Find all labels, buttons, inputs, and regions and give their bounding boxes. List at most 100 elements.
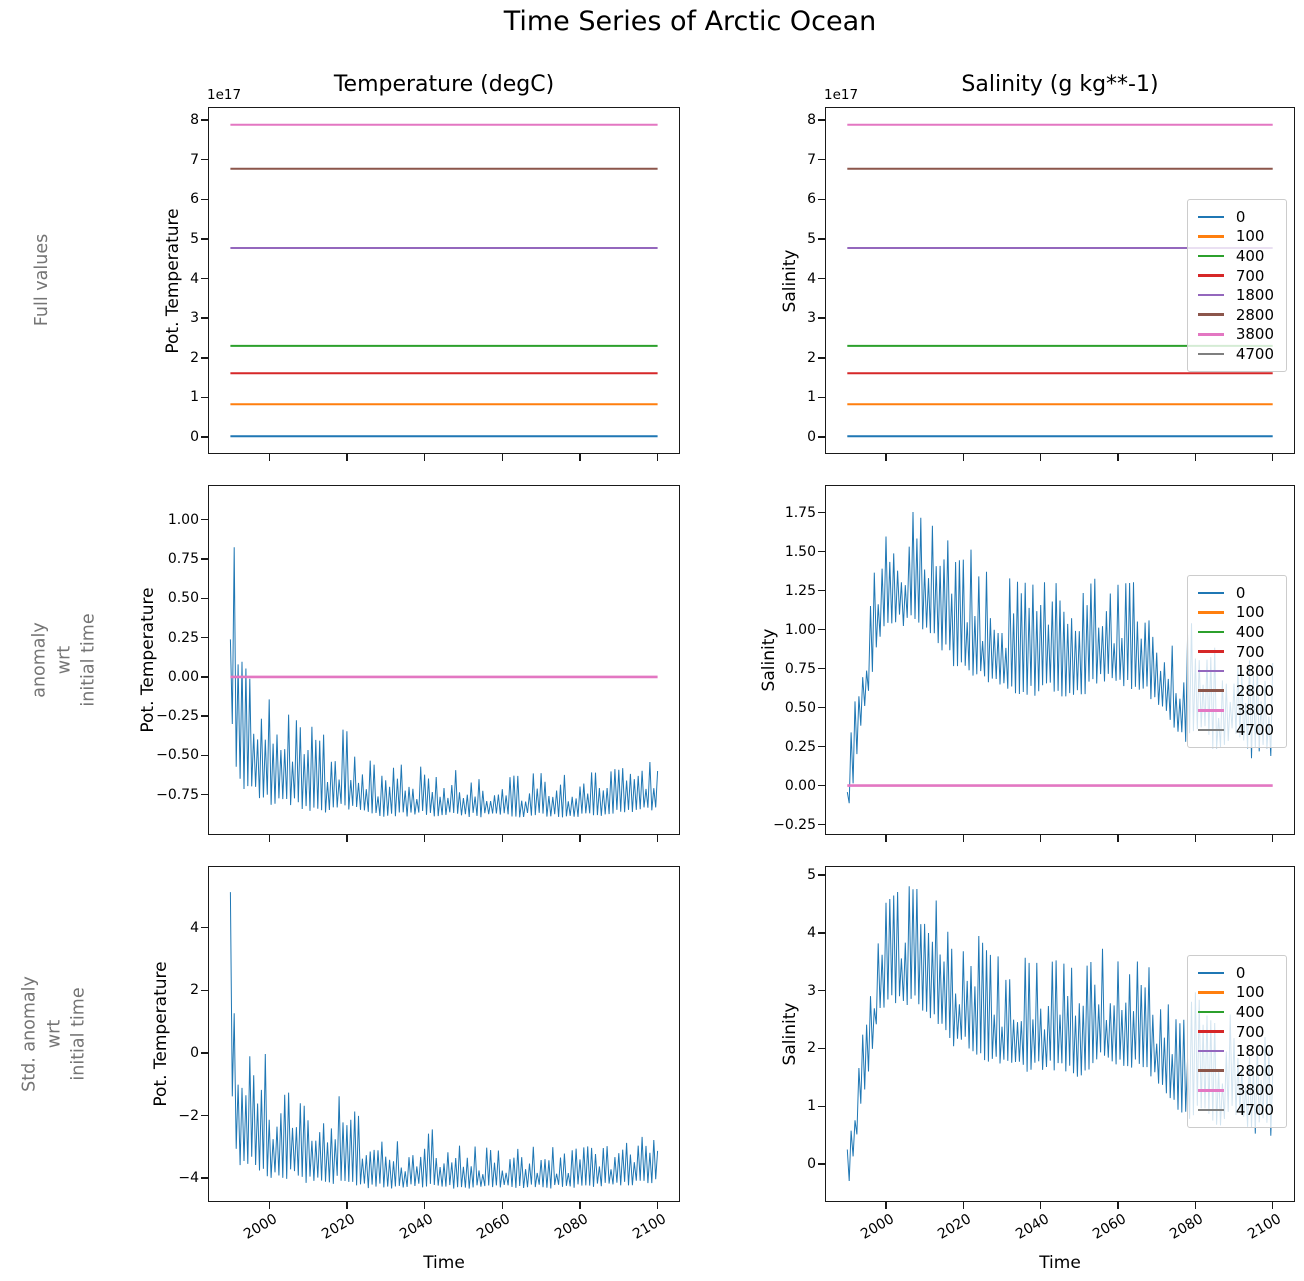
x-axis-tick (501, 1202, 503, 1210)
legend-label: 1800 (1235, 662, 1274, 681)
x-tick-label: 2000 (858, 1211, 897, 1243)
y-tick-label: 2 (807, 1040, 816, 1057)
y-axis-tick (200, 597, 208, 600)
legend-label: 2800 (1235, 1061, 1274, 1080)
legend-entry: 1800 (1197, 1041, 1274, 1061)
subplot-salinity-full: Salinity (g kg**-1) 1e17 Salinity 0 100 40… (780, 72, 1295, 462)
subplot-temperature-full: Temperature (degC) 1e17 Pot. Temperature… (163, 72, 680, 462)
y-axis-tick (200, 1177, 208, 1179)
legend-entry: 400 (1197, 246, 1274, 266)
y-tick-label: −0.50 (156, 747, 199, 764)
x-axis-tick (1117, 835, 1119, 843)
y-tick-label: 0.50 (167, 590, 199, 607)
legend-label: 700 (1235, 1022, 1265, 1041)
y-axis-tick (817, 874, 825, 876)
y-tick-label: −0.25 (773, 816, 816, 833)
legend-line-icon (1197, 215, 1224, 219)
y-tick-label: 3 (807, 310, 816, 327)
y-axis-tick (817, 198, 825, 200)
y-tick-label: 0.00 (167, 668, 199, 685)
y-axis-label: Salinity (780, 1002, 800, 1066)
y-axis-tick (817, 436, 825, 438)
x-axis-tick (346, 454, 348, 462)
legend-label: 4700 (1235, 1100, 1274, 1119)
y-axis-tick (817, 745, 825, 748)
y-tick-label: 1.75 (784, 504, 816, 521)
legend-line-icon (1197, 235, 1224, 238)
legend: 0 100 400 700 1800 2800 3800 4700 (1186, 955, 1287, 1128)
subplot-temperature-std-anomaly: Pot. Temperature Time 4 2 0 −2 −4 2000 2020 204… (151, 866, 680, 1273)
y-axis-label: Salinity (780, 249, 800, 312)
y-tick-label: −0.75 (156, 786, 199, 803)
legend-line-icon (1197, 591, 1224, 595)
y-axis-tick (817, 706, 825, 709)
legend-entry: 4700 (1197, 720, 1274, 740)
legend-label: 4700 (1235, 344, 1274, 363)
x-axis-tick (1117, 1202, 1119, 1210)
legend-line-icon (1197, 689, 1224, 693)
y-axis-tick (817, 158, 825, 161)
x-axis-tick (423, 1202, 426, 1210)
legend-line-icon (1197, 1108, 1224, 1112)
subplot-temperature-anomaly: Pot. Temperature 1.00 0.75 0.50 0.25 0.00 −0.… (138, 485, 680, 843)
x-axis-tick (1194, 835, 1197, 843)
legend-entry: 700 (1197, 1022, 1274, 1042)
y-tick-label: −2 (178, 1107, 199, 1124)
y-axis-tick (200, 396, 208, 399)
y-tick-label: 0.75 (784, 660, 816, 677)
legend-line-icon (1197, 709, 1224, 712)
x-axis-tick (962, 454, 964, 462)
x-axis-tick (579, 454, 581, 462)
x-axis-tick (962, 1202, 964, 1210)
x-axis-tick (1194, 454, 1197, 462)
y-tick-label: 0.75 (167, 551, 199, 568)
y-tick-label: 0 (807, 1156, 816, 1173)
legend-entry: 2800 (1197, 681, 1274, 701)
x-tick-label: 2020 (935, 1211, 975, 1243)
y-axis-tick (200, 989, 208, 992)
y-axis-tick (200, 927, 208, 929)
legend-entry: 400 (1197, 1002, 1274, 1022)
legend-entry: 400 (1197, 622, 1274, 642)
legend-entry: 4700 (1197, 344, 1274, 364)
legend-label: 100 (1235, 227, 1265, 246)
y-axis-tick (200, 277, 208, 280)
y-axis-tick (817, 989, 825, 992)
legend-line-icon (1197, 669, 1224, 673)
y-axis-label: Pot. Temperature (163, 207, 183, 354)
y-axis-tick (200, 317, 208, 319)
legend-entry: 3800 (1197, 1081, 1274, 1101)
x-tick-label: 2060 (1090, 1211, 1130, 1243)
legend-line-icon (1197, 274, 1224, 277)
y-axis-tick (200, 357, 208, 359)
legend-entry: 1800 (1197, 285, 1274, 305)
y-axis-tick (817, 589, 825, 592)
y-tick-label: 8 (807, 111, 816, 128)
legend-label: 0 (1235, 207, 1246, 226)
y-tick-label: 3 (807, 982, 816, 999)
x-tick-label: 2060 (474, 1211, 514, 1243)
y-tick-label: 2 (190, 349, 199, 366)
y-axis-tick (817, 784, 825, 787)
legend-line-icon (1197, 1089, 1224, 1092)
x-tick-label: 2100 (629, 1211, 669, 1243)
y-tick-label: 5 (807, 230, 816, 247)
row-label-std-anomaly: Std. anomaly wrt initial time (19, 976, 89, 1092)
subplot-salinity-std-anomaly: Salinity Time 0 100 400 700 1800 2800 3800 4700… (780, 866, 1295, 1273)
y-tick-label: −0.25 (156, 708, 199, 725)
y-axis-tick (817, 317, 825, 319)
y-tick-label: 7 (807, 151, 816, 168)
x-axis-tick (579, 835, 581, 843)
y-axis-tick (200, 676, 208, 678)
y-tick-label: 0.00 (784, 777, 816, 794)
subplot-salinity-anomaly: Salinity 0 100 400 700 1800 2800 3800 4700 1.75… (759, 485, 1295, 843)
legend-entry: 2800 (1197, 305, 1274, 325)
y-tick-label: 2 (190, 982, 199, 999)
plot-area (230, 123, 658, 438)
legend-label: 0 (1235, 963, 1246, 982)
y-tick-label: 5 (190, 230, 199, 247)
y-axis-tick (817, 119, 825, 121)
y-axis-tick (200, 1052, 208, 1054)
legend-label: 3800 (1235, 325, 1274, 344)
legend-line-icon (1197, 630, 1224, 634)
